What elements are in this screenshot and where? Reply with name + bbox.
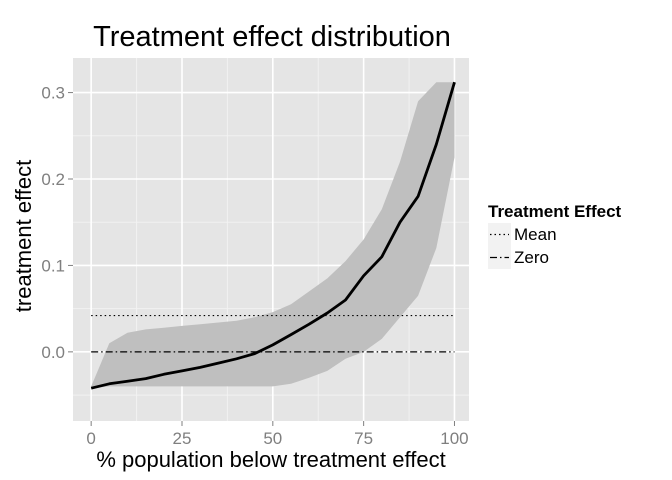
x-tick-label: 50	[263, 429, 282, 448]
legend-key	[488, 246, 511, 269]
x-tick-label: 0	[86, 429, 95, 448]
chart-title: Treatment effect distribution	[93, 21, 451, 53]
legend: Treatment Effect Mean Zero	[488, 202, 622, 269]
x-tick-label: 75	[354, 429, 373, 448]
y-tick-label: 0.0	[41, 343, 65, 362]
y-tick-label: 0.1	[41, 256, 65, 275]
y-axis-ticks: 0.0 0.1 0.2 0.3	[41, 84, 73, 362]
x-tick-label: 25	[173, 429, 192, 448]
treatment-effect-line	[90, 81, 456, 390]
y-tick-label: 0.3	[41, 84, 65, 103]
legend-label: Zero	[514, 248, 549, 267]
x-axis-ticks: 0 25 50 75 100	[86, 421, 469, 448]
legend-label: Mean	[514, 225, 557, 244]
x-tick-label: 100	[440, 429, 468, 448]
confidence-ribbon	[91, 82, 455, 389]
legend-title: Treatment Effect	[488, 202, 622, 221]
x-axis-title: % population below treatment effect	[96, 447, 445, 472]
y-tick-label: 0.2	[41, 170, 65, 189]
legend-entries: Mean Zero	[488, 223, 557, 269]
y-axis-title: treatment effect	[11, 160, 36, 312]
